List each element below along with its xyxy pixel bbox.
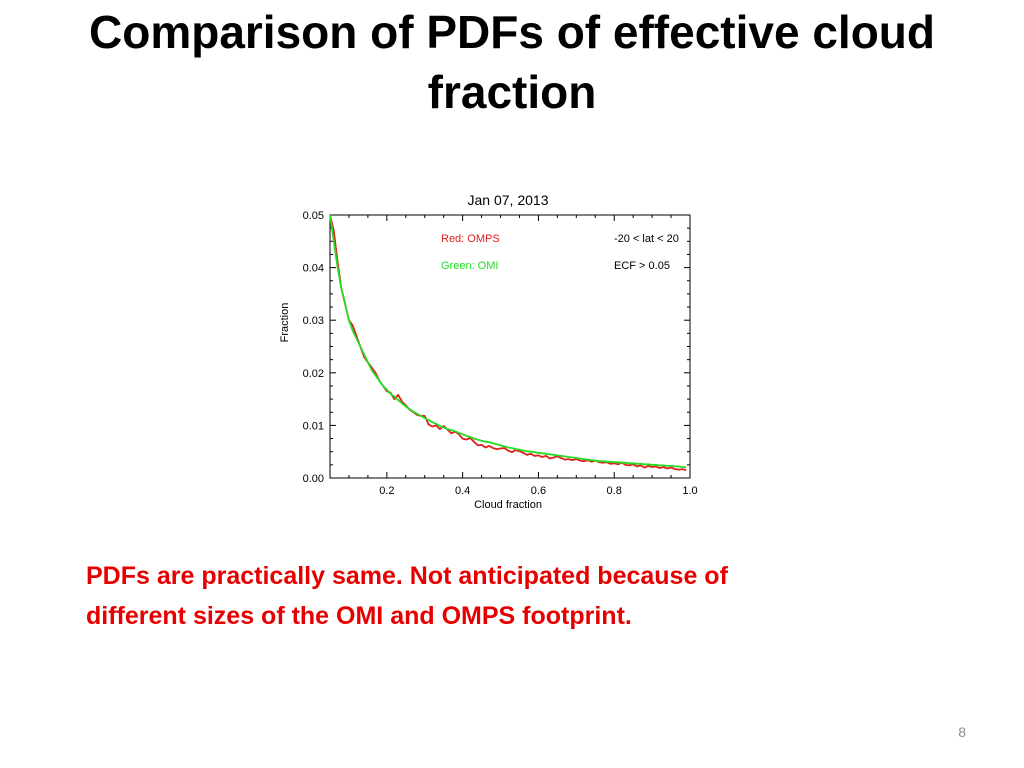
observation-note-line-1: PDFs are practically same. Not anticipat…	[86, 562, 728, 590]
x-axis-label: Cloud fraction	[474, 499, 542, 511]
x-tick-label: 1.0	[682, 485, 697, 497]
chart-axes	[329, 214, 691, 479]
page-number: 8	[958, 724, 966, 740]
x-tick-label: 0.8	[607, 485, 622, 497]
omps-series-line	[329, 214, 687, 471]
pdf-line-chart: 0.2 0.4 0.6 0.8 1.0 0.00 0.01 0.02 0.03 0.04 0.05 J…	[279, 192, 698, 511]
omi-series-line	[329, 214, 687, 468]
observation-note: PDFs are practically same. Not anticipat…	[86, 556, 906, 636]
y-tick-label: 0.00	[303, 473, 324, 485]
observation-note-line-2: different sizes of the OMI and OMPS foot…	[86, 602, 632, 630]
plot-frame	[329, 214, 691, 479]
y-tick-label: 0.02	[303, 368, 324, 380]
y-axis-label: Fraction	[279, 303, 291, 343]
ecf-threshold-annotation: ECF > 0.05	[614, 260, 670, 272]
y-tick-label: 0.05	[303, 210, 324, 222]
y-tick-label: 0.04	[303, 263, 324, 275]
lat-range-annotation: -20 < lat < 20	[614, 233, 679, 245]
chart-title: Jan 07, 2013	[468, 192, 549, 208]
slide-title: Comparison of PDFs of effective cloud fr…	[40, 2, 984, 122]
x-tick-label: 0.4	[455, 485, 470, 497]
chart-labels: 0.2 0.4 0.6 0.8 1.0 0.00 0.01 0.02 0.03 0.04 0.05 J…	[279, 192, 698, 511]
slide-title-line-2: fraction	[427, 66, 597, 118]
slide-title-line-1: Comparison of PDFs of effective cloud	[89, 6, 935, 58]
legend-omi-label: Green: OMI	[441, 260, 498, 272]
x-tick-label: 0.2	[379, 485, 394, 497]
legend-omps-label: Red: OMPS	[441, 233, 500, 245]
y-tick-label: 0.01	[303, 420, 324, 432]
y-tick-label: 0.03	[303, 315, 324, 327]
chart-series	[329, 214, 687, 471]
x-tick-label: 0.6	[531, 485, 546, 497]
